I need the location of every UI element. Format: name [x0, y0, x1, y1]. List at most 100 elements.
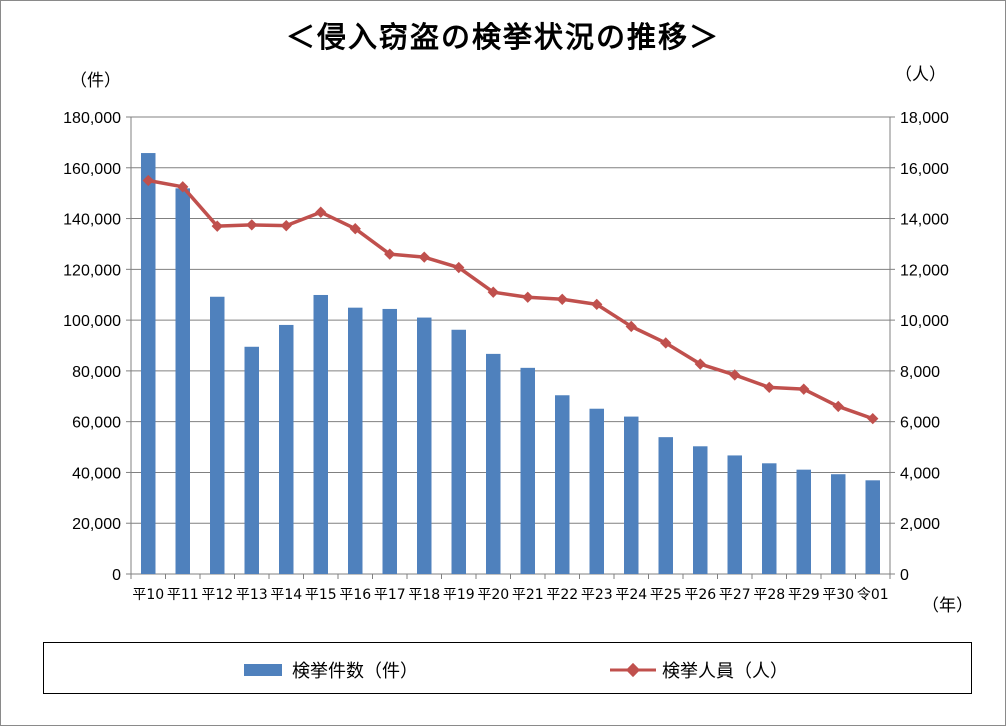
line-point	[384, 248, 396, 260]
right-tick-label: 10,000	[900, 313, 949, 330]
x-tick-label: 平14	[270, 587, 302, 603]
line-point	[142, 174, 154, 187]
right-tick-label: 6,000	[900, 415, 940, 432]
line-point	[660, 337, 672, 349]
line-point	[798, 383, 810, 395]
legend-bar-label: 検挙件数（件）	[292, 661, 418, 682]
line-point	[694, 358, 706, 370]
right-tick-label: 18,000	[900, 110, 949, 127]
legend: 検挙件数（件） 検挙人員（人）	[43, 642, 972, 694]
left-tick-label: 40,000	[72, 465, 121, 482]
legend-item-bar: 検挙件数（件）	[244, 657, 418, 683]
x-tick-label: 平15	[305, 587, 337, 603]
bar	[451, 329, 466, 574]
bar	[520, 367, 535, 574]
bar	[624, 416, 639, 574]
legend-line-swatch	[610, 661, 656, 679]
bar	[555, 395, 570, 574]
bar	[382, 308, 397, 574]
right-tick-label: 16,000	[900, 161, 949, 178]
x-tick-label: 平12	[201, 587, 233, 603]
line-point	[349, 223, 361, 235]
bar	[313, 294, 328, 574]
legend-bar-swatch	[244, 664, 282, 676]
bar	[831, 474, 846, 574]
right-tick-label: 0	[900, 567, 909, 584]
bar	[244, 346, 259, 574]
line-point	[729, 369, 741, 381]
x-tick-label: 平24	[615, 587, 647, 603]
left-tick-label: 120,000	[63, 262, 121, 279]
x-tick-label: 平17	[374, 587, 406, 603]
x-tick-label: 平29	[788, 587, 820, 603]
line-point	[418, 251, 430, 263]
bar	[175, 188, 190, 574]
bar	[417, 317, 432, 574]
x-tick-label: 平13	[236, 587, 268, 603]
left-tick-label: 0	[112, 567, 121, 584]
line-point	[487, 286, 499, 298]
x-tick-label: 平19	[443, 587, 475, 603]
line-point	[832, 400, 844, 413]
right-tick-label: 2,000	[900, 516, 940, 533]
left-axis-unit: （件）	[70, 71, 121, 91]
bar	[693, 446, 708, 574]
x-tick-label: 平27	[719, 587, 751, 603]
x-tick-label: 平23	[581, 587, 613, 603]
left-tick-label: 100,000	[63, 313, 121, 330]
legend-item-line: 検挙人員（人）	[610, 657, 788, 683]
x-axis-unit: （年）	[922, 596, 973, 616]
line-point	[246, 219, 258, 231]
x-tick-label: 平20	[477, 587, 509, 603]
series-line	[147, 178, 874, 421]
left-tick-label: 140,000	[63, 212, 121, 229]
bar	[486, 353, 501, 574]
line-point	[625, 320, 637, 333]
bar	[865, 480, 880, 574]
bar	[796, 469, 811, 574]
x-tick-label: 平10	[132, 587, 164, 603]
bar	[727, 455, 742, 574]
bar	[589, 408, 604, 574]
line-point	[211, 220, 223, 232]
right-tick-label: 14,000	[900, 212, 949, 229]
x-tick-label: 平25	[650, 587, 682, 603]
right-tick-label: 12,000	[900, 262, 949, 279]
x-tick-label: 平30	[822, 587, 854, 603]
bar	[141, 153, 156, 574]
line-point	[177, 181, 189, 193]
x-tick-label: 平22	[546, 587, 578, 603]
line-point	[522, 291, 534, 303]
left-tick-label: 160,000	[63, 161, 121, 178]
chart-title: ＜侵入窃盗の検挙状況の推移＞	[285, 20, 720, 54]
line-point	[591, 298, 603, 311]
legend-line-label: 検挙人員（人）	[662, 661, 788, 682]
bar	[348, 307, 363, 574]
bar	[658, 437, 673, 574]
x-tick-label: 令01	[857, 587, 889, 603]
line-point	[315, 206, 327, 218]
line-point	[763, 381, 775, 394]
line-point	[556, 293, 568, 305]
x-tick-label: 平18	[408, 587, 440, 603]
left-tick-label: 80,000	[72, 364, 121, 381]
left-tick-label: 20,000	[72, 516, 121, 533]
x-tick-label: 平16	[339, 587, 371, 603]
right-tick-label: 8,000	[900, 364, 940, 381]
line-point	[453, 261, 465, 274]
line-point	[867, 412, 879, 425]
x-tick-label: 平21	[512, 587, 544, 603]
bar	[762, 463, 777, 574]
line-point	[280, 220, 292, 232]
right-axis-unit: （人）	[895, 65, 946, 85]
x-tick-label: 平26	[684, 587, 716, 603]
bar	[279, 324, 294, 574]
left-tick-label: 180,000	[63, 110, 121, 127]
x-tick-label: 平11	[167, 587, 199, 603]
x-tick-label: 平28	[753, 587, 785, 603]
left-tick-label: 60,000	[72, 415, 121, 432]
bar	[210, 296, 225, 574]
right-tick-label: 4,000	[900, 465, 940, 482]
